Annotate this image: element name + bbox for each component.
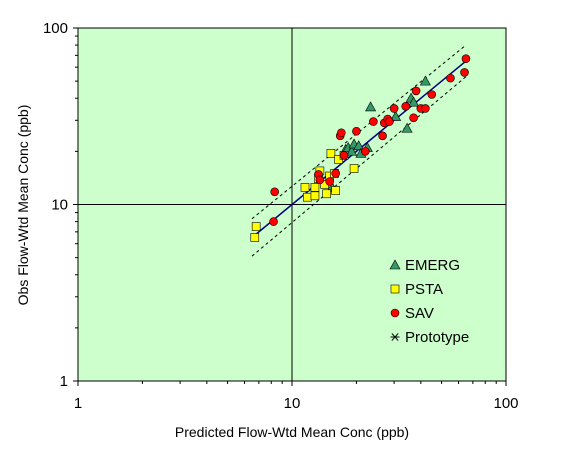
legend-marker-prototype (390, 333, 400, 341)
point-sav (352, 126, 361, 136)
point-emerg (408, 96, 420, 107)
confidence-band-upper (251, 44, 467, 220)
confidence-band-lower (251, 76, 467, 257)
point-sav (385, 117, 394, 126)
legend-label-emerg: EMERG (405, 257, 460, 274)
x-tick-label: 10 (284, 395, 301, 412)
point-psta (326, 149, 336, 158)
point-psta (322, 189, 331, 199)
point-psta (310, 183, 320, 192)
point-sav (421, 104, 430, 113)
point-psta (250, 233, 260, 242)
point-sav (411, 86, 421, 96)
point-sav (339, 150, 349, 160)
legend-marker-psta (390, 284, 400, 294)
confidence-band (251, 44, 467, 257)
point-sav (460, 68, 469, 77)
point-sav (369, 117, 378, 126)
asterisk-stroke (391, 333, 399, 341)
y-tick-label: 100 (43, 20, 68, 37)
point-psta (251, 222, 261, 231)
point-sav (325, 177, 334, 186)
y-axis-ticks: 1 10 100 (43, 20, 78, 390)
point-psta (300, 183, 310, 192)
point-sav (409, 113, 418, 123)
x-axis-ticks: 1 10 100 (74, 381, 519, 412)
point-sav (269, 217, 278, 226)
x-axis-title: Predicted Flow-Wtd Mean Conc (ppb) (175, 424, 409, 440)
point-sav (427, 90, 437, 99)
point-emerg (353, 140, 365, 151)
legend-label-sav: SAV (405, 305, 434, 322)
data-points (250, 54, 471, 242)
point-sav (315, 175, 325, 185)
point-sav (401, 102, 411, 111)
point-emerg (419, 75, 431, 86)
y-tick-label: 1 (60, 373, 68, 390)
point-sav (378, 131, 387, 141)
point-emerg (401, 122, 413, 133)
y-tick-label: 10 (51, 197, 68, 214)
legend-marker-emerg (389, 259, 401, 270)
point-emerg (390, 110, 402, 121)
point-psta (331, 186, 340, 195)
x-tick-label: 100 (493, 395, 518, 412)
y-axis-title: Obs Flow-Wtd Mean Conc (ppb) (15, 105, 31, 306)
point-psta (349, 164, 359, 173)
point-psta (310, 191, 320, 201)
point-sav (461, 54, 471, 63)
point-sav (331, 169, 340, 178)
x-tick-label: 1 (74, 395, 82, 412)
legend-marker-sav (390, 308, 400, 318)
point-emerg (365, 101, 377, 112)
legend-label-psta: PSTA (405, 281, 443, 298)
point-sav (360, 147, 370, 156)
point-sav (389, 104, 399, 113)
legend: EMERG PSTA SAV Prototype (389, 257, 469, 346)
point-emerg (346, 145, 358, 156)
point-sav (270, 187, 279, 197)
point-sav (337, 128, 346, 138)
point-psta (303, 192, 312, 202)
legend-label-prototype: Prototype (405, 329, 469, 346)
point-sav (446, 73, 455, 83)
